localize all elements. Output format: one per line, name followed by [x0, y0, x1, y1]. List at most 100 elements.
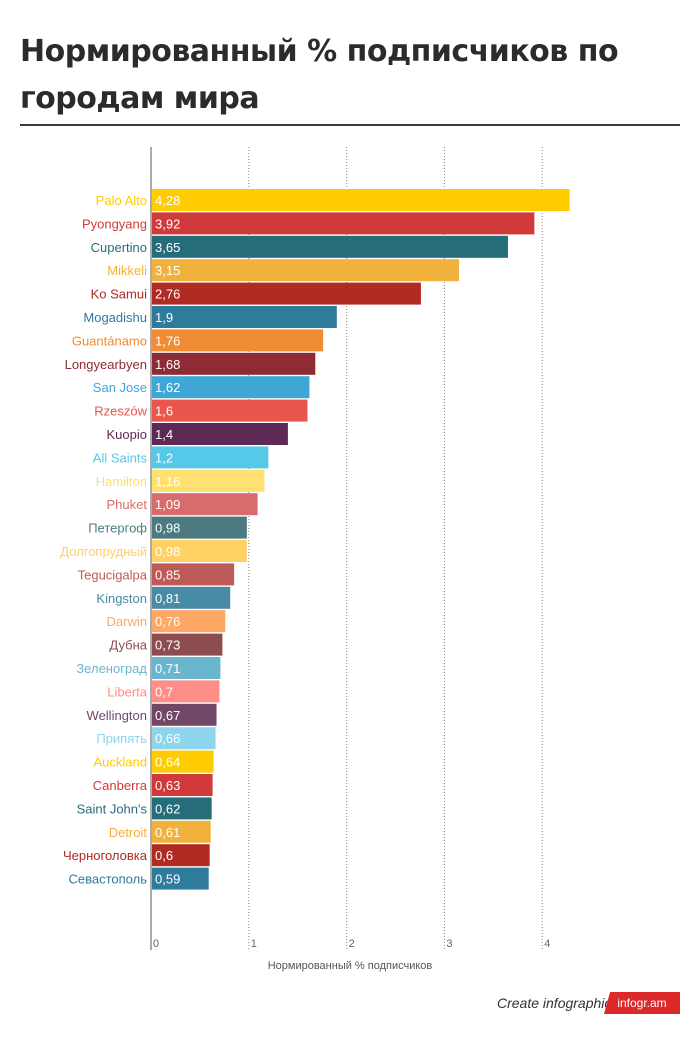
bar — [152, 446, 269, 469]
bar-chart: 0 1 2 3 4 Palo Alto 4,28 Pyongyang 3,92 Cupertino… — [60, 147, 570, 972]
value-label: 3,65 — [155, 240, 180, 255]
category-label: San Jose — [93, 380, 147, 395]
bar — [152, 516, 247, 539]
category-label: Cupertino — [91, 240, 147, 255]
bar — [152, 774, 213, 796]
value-label: 3,15 — [155, 263, 180, 278]
value-label: 1,68 — [155, 357, 180, 372]
value-label: 0,76 — [155, 614, 180, 629]
category-label: Севастополь — [69, 872, 148, 887]
x-tick-label: 1 — [251, 938, 257, 950]
value-label: 1,62 — [155, 380, 180, 395]
value-label: 0,67 — [155, 708, 180, 723]
category-label: Зеленоград — [76, 661, 147, 676]
page-title: Нормированный % подписчиков по городам м… — [20, 34, 619, 116]
bar — [152, 235, 508, 258]
value-label: 0,73 — [155, 638, 180, 653]
value-label: 1,4 — [155, 427, 173, 442]
category-label: Pyongyang — [82, 216, 147, 231]
bar — [152, 657, 221, 679]
category-label: Дубна — [109, 638, 147, 653]
category-label: Kuopio — [107, 427, 147, 442]
bar — [152, 844, 210, 867]
category-label: Detroit — [109, 825, 148, 840]
value-label: 0,81 — [155, 591, 180, 606]
category-label: Hamilton — [96, 474, 147, 489]
bar — [152, 633, 223, 656]
category-label: Liberta — [107, 684, 148, 699]
value-label: 0,7 — [155, 684, 173, 699]
value-label: 1,76 — [155, 333, 180, 348]
bar — [152, 680, 220, 703]
bar — [152, 352, 316, 375]
category-label: Tegucigalpa — [78, 567, 148, 582]
infogram-logo[interactable]: infogr.am — [604, 992, 680, 1014]
value-label: 1,16 — [155, 474, 180, 489]
title-divider — [20, 124, 680, 126]
category-label: Припять — [96, 731, 147, 746]
value-label: 4,28 — [155, 193, 180, 208]
bar — [152, 259, 460, 282]
category-label: Guantánamo — [72, 333, 147, 348]
bar — [152, 493, 258, 516]
bar — [152, 727, 216, 750]
bar — [152, 820, 211, 843]
bar — [152, 797, 212, 820]
value-label: 1,9 — [155, 310, 173, 325]
category-label: Rzeszów — [94, 404, 147, 419]
x-tick-label: 4 — [544, 938, 550, 950]
x-tick-label: 2 — [349, 938, 355, 950]
bar — [152, 212, 535, 235]
bar — [152, 329, 324, 352]
bar — [152, 750, 214, 773]
category-label: Phuket — [107, 497, 148, 512]
category-label: Wellington — [87, 708, 147, 723]
bar — [152, 610, 226, 633]
category-label: Долгопрудный — [60, 544, 147, 559]
value-label: 0,6 — [155, 848, 173, 863]
category-label: Черноголовка — [63, 848, 148, 863]
x-axis-title: Нормированный % подписчиков — [268, 960, 433, 972]
category-label: Saint John's — [77, 801, 148, 816]
category-label: Auckland — [94, 755, 147, 770]
value-label: 1,2 — [155, 450, 173, 465]
create-infographics-link[interactable]: Create infographics — [497, 995, 619, 1011]
value-label: 2,76 — [155, 287, 180, 302]
value-label: 3,92 — [155, 216, 180, 231]
category-label: Петергоф — [88, 521, 147, 536]
x-tick-label: 0 — [153, 938, 159, 950]
category-label: Mikkeli — [107, 263, 147, 278]
value-label: 0,61 — [155, 825, 180, 840]
value-label: 1,09 — [155, 497, 180, 512]
bar — [152, 306, 337, 328]
category-label: Canberra — [93, 778, 148, 793]
category-label: Longyearbyen — [65, 357, 147, 372]
value-label: 0,98 — [155, 544, 180, 559]
bar — [152, 586, 231, 609]
bar — [152, 540, 247, 562]
value-label: 0,63 — [155, 778, 180, 793]
value-label: 0,59 — [155, 872, 180, 887]
value-label: 0,71 — [155, 661, 180, 676]
bar — [152, 376, 310, 399]
bar — [152, 469, 265, 492]
value-label: 0,85 — [155, 567, 180, 582]
bar — [152, 703, 217, 726]
bar — [152, 867, 209, 890]
bar — [152, 282, 421, 305]
category-label: Mogadishu — [83, 310, 147, 325]
value-label: 0,66 — [155, 731, 180, 746]
x-tick-label: 3 — [446, 938, 452, 950]
category-label: Ko Samui — [91, 287, 147, 302]
category-label: Darwin — [107, 614, 147, 629]
bar — [152, 563, 235, 586]
value-label: 1,6 — [155, 404, 173, 419]
value-label: 0,64 — [155, 755, 180, 770]
category-label: Kingston — [96, 591, 147, 606]
bar — [152, 399, 308, 422]
value-label: 0,98 — [155, 521, 180, 536]
bar — [152, 189, 570, 211]
category-label: All Saints — [93, 450, 148, 465]
bar — [152, 423, 288, 445]
category-label: Palo Alto — [96, 193, 147, 208]
